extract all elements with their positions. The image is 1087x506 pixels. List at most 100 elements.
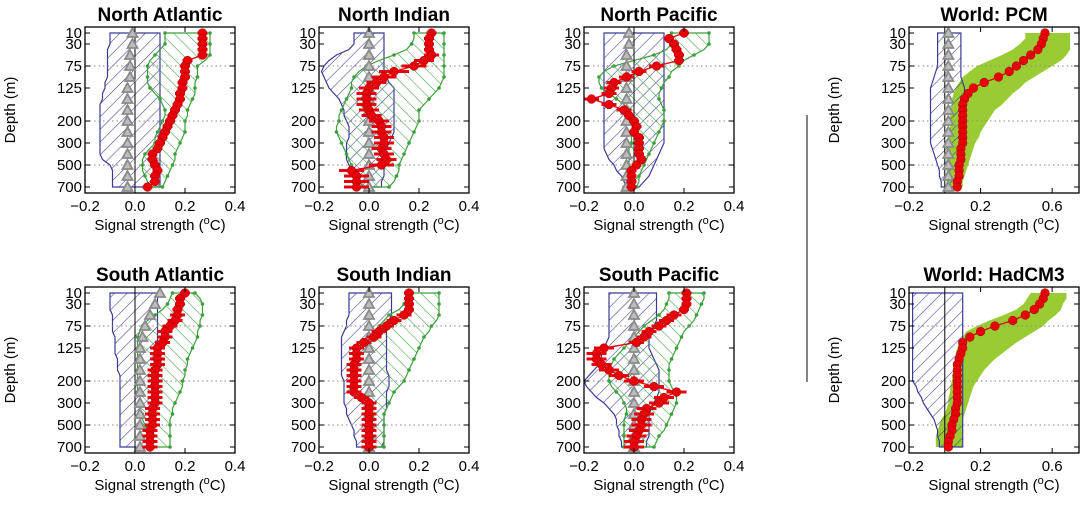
- observed-envelope-dot: [170, 412, 175, 416]
- plot-frame: [84, 286, 236, 454]
- noise-mean-marker: [941, 136, 955, 148]
- noise-mean-marker: [362, 374, 376, 386]
- observed-envelope-dot: [662, 108, 666, 112]
- observed-envelope-dot: [397, 163, 401, 167]
- noise-mean-marker: [123, 48, 137, 60]
- x-tick-label: 0.2: [970, 458, 991, 475]
- x-tick-label: 0.4: [225, 458, 246, 475]
- x-axis-label-tail: C): [210, 477, 226, 494]
- signal-point: [599, 343, 609, 353]
- observed-envelope-dot: [412, 130, 416, 134]
- x-axis-label-unit: o: [438, 475, 444, 487]
- y-tick-label: 300: [881, 135, 906, 152]
- observed-envelope-dot: [387, 185, 391, 189]
- signal-point: [621, 72, 632, 82]
- x-tick-label: 0.4: [225, 198, 246, 215]
- y-tick-label: 700: [291, 439, 316, 456]
- x-tick-label: −0.2: [569, 198, 599, 215]
- plot-area: [319, 27, 469, 193]
- y-tick-label: 700: [556, 179, 581, 196]
- signal-point: [1008, 315, 1018, 326]
- observed-envelope-dot: [185, 357, 190, 361]
- signal-point: [604, 365, 614, 375]
- signal-point: [349, 387, 359, 397]
- observed-envelope-dot: [694, 313, 699, 317]
- x-axis-label-text: Signal strength (: [928, 477, 1037, 494]
- observed-envelope-dot: [407, 141, 411, 145]
- signal-point: [614, 370, 624, 381]
- x-tick-label: 0.6: [1042, 198, 1063, 215]
- noise-mean-marker: [941, 70, 955, 82]
- x-axis-label-tail: C): [1044, 477, 1060, 494]
- observed-envelope-dot: [674, 401, 679, 405]
- plot-area: [909, 27, 1079, 193]
- y-tick-label: 500: [291, 157, 316, 174]
- model-envelope: [944, 33, 1071, 187]
- noise-mean-marker: [362, 59, 376, 71]
- y-tick-label: 500: [556, 157, 581, 174]
- observed-envelope-dot: [707, 42, 711, 46]
- noise-mean-marker: [133, 341, 147, 353]
- noise-mean-marker: [627, 341, 641, 353]
- signal-point: [142, 182, 153, 192]
- noise-mean-marker: [627, 385, 641, 397]
- observed-envelope-dot: [163, 42, 167, 46]
- observed-envelope-dot: [409, 42, 414, 46]
- x-axis-label: Signal strength (oC): [593, 215, 724, 234]
- signal-point: [634, 66, 644, 77]
- observed-envelope-dot: [394, 174, 399, 178]
- observed-envelope-dot: [392, 390, 396, 394]
- y-tick-label: 75: [65, 318, 82, 335]
- observed-envelope-dot: [437, 302, 441, 306]
- x-axis-label: Signal strength (oC): [328, 215, 459, 234]
- x-axis-label: Signal strength (oC): [928, 215, 1059, 234]
- y-axis-label: Depth (m): [826, 337, 843, 404]
- noise-mean-marker: [941, 114, 955, 126]
- y-tick-label: 75: [564, 318, 581, 335]
- y-tick-label: 700: [57, 439, 82, 456]
- y-tick-label: 125: [291, 80, 316, 97]
- x-tick-label: 0.4: [724, 198, 745, 215]
- observed-envelope-dot: [190, 97, 195, 101]
- observed-envelope-dot: [163, 108, 167, 112]
- y-tick-label: 75: [65, 58, 82, 75]
- observed-envelope-dot: [442, 53, 446, 57]
- observed-envelope-dot: [437, 86, 441, 90]
- signal-point: [371, 77, 382, 88]
- noise-mean-marker: [619, 92, 634, 104]
- signal-point: [399, 310, 409, 320]
- observed-envelope-dot: [614, 390, 619, 394]
- plot-frame: [908, 286, 1080, 454]
- observed-envelope-dot: [143, 174, 147, 178]
- signal-point: [968, 83, 979, 93]
- noise-mean-marker: [941, 81, 955, 93]
- y-tick-label: 200: [291, 373, 316, 390]
- signal-point: [366, 110, 377, 121]
- observed-envelope-dot: [193, 86, 197, 90]
- observed-envelope-dot: [412, 31, 416, 35]
- observed-envelope-dot: [679, 335, 684, 339]
- y-tick-label: 75: [299, 318, 316, 335]
- x-axis-label: Signal strength (oC): [94, 475, 225, 494]
- x-tick-label: 0.2: [674, 198, 695, 215]
- x-axis-label-unit: o: [703, 215, 709, 227]
- observed-envelope-dot: [657, 434, 661, 438]
- y-tick-label: 30: [299, 36, 316, 53]
- observed-envelope-dot: [442, 64, 446, 68]
- y-tick-label: 125: [57, 80, 82, 97]
- y-tick-label: 500: [291, 417, 316, 434]
- observed-envelope-dot: [652, 445, 656, 449]
- noise-mean-marker: [627, 363, 641, 375]
- observed-envelope-dot: [702, 291, 706, 295]
- y-tick-label: 200: [291, 113, 316, 130]
- noise-mean-marker: [941, 125, 955, 137]
- noise-mean-marker: [362, 136, 376, 148]
- noise-mean-marker: [619, 81, 634, 93]
- x-tick-label: −0.2: [304, 458, 334, 475]
- plot-frame: [318, 286, 470, 454]
- noise-mean-marker: [120, 169, 135, 181]
- observed-envelope-dot: [387, 401, 391, 405]
- noise-mean-marker: [133, 352, 147, 364]
- noise-mean-marker: [622, 27, 636, 38]
